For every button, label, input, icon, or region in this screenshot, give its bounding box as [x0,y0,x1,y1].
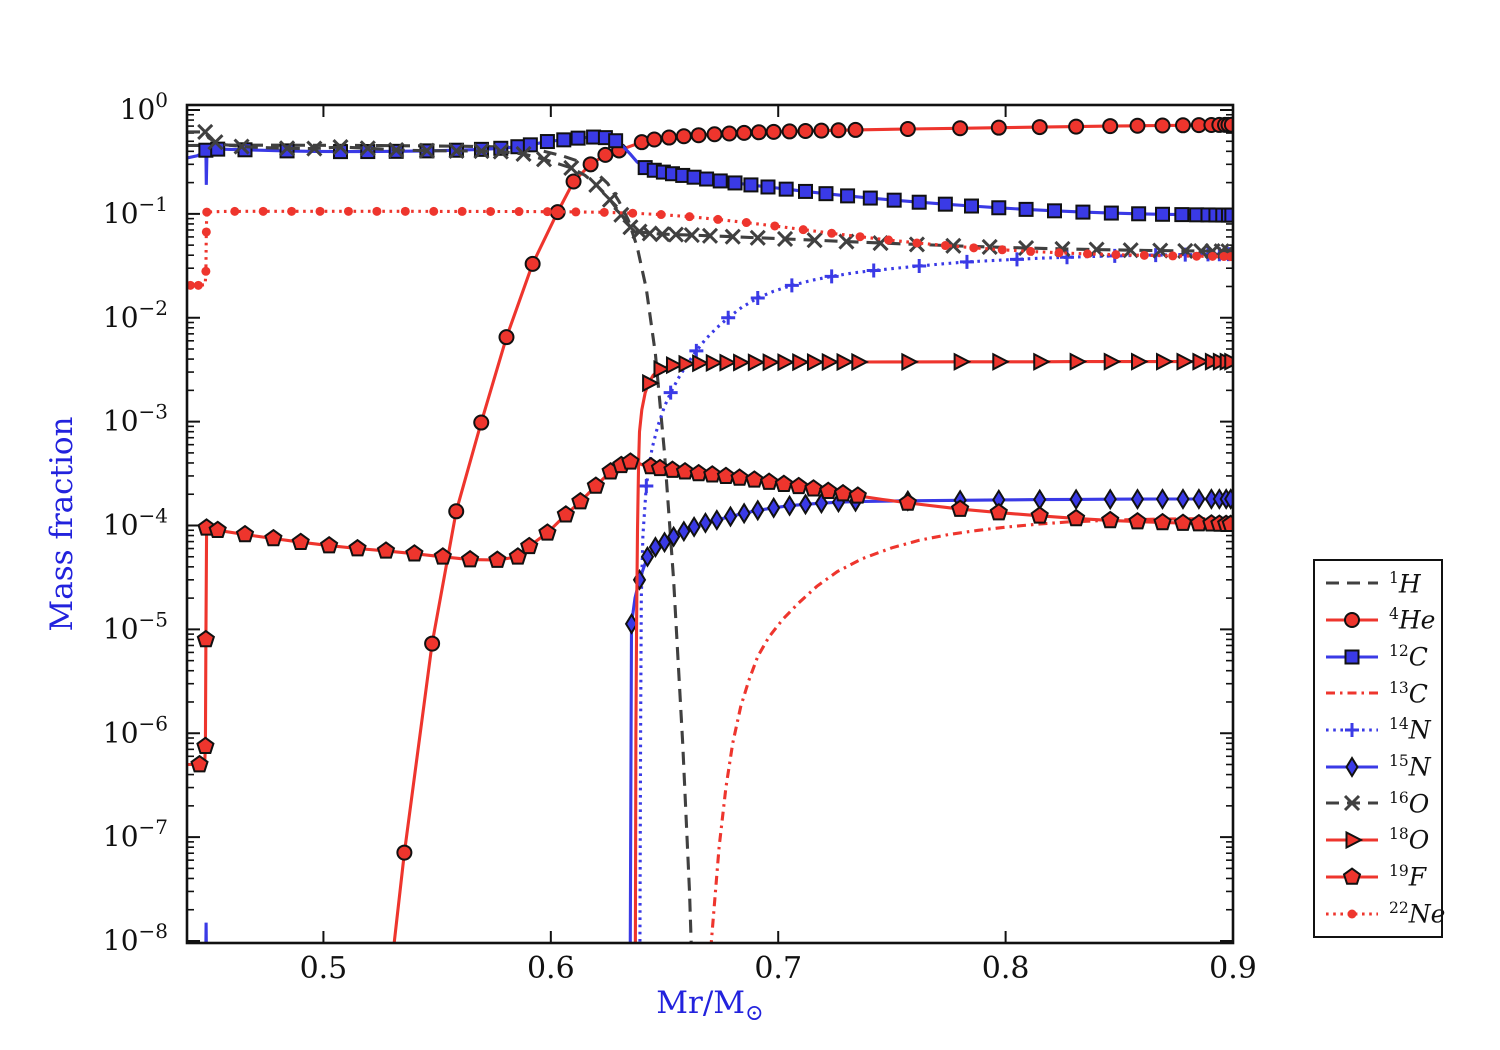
x-tick-label: 0.9 [1209,951,1257,986]
series-16O [187,123,1233,260]
series-22Ne [187,206,1233,290]
y-tick-label: 10−8 [103,919,168,957]
y-tick-label: 10−6 [103,711,168,749]
y-tick-label: 10−1 [103,192,168,230]
legend-item-19F: 19F [1323,860,1441,894]
series-markers-22Ne [187,206,1233,290]
legend-label-15N: 15N [1389,752,1431,782]
series-line-15N [204,497,1233,943]
y-tick-label: 10−5 [103,607,168,645]
legend-swatch-4He [1326,612,1378,629]
series-markers-15N [624,488,1233,635]
legend-swatch-19F [1326,867,1378,885]
x-tick-label: 0.7 [754,951,802,986]
legend-item-15N: 15N [1323,750,1441,784]
legend-swatch-14N [1326,723,1378,738]
legend-label-16O: 16O [1389,788,1430,819]
series-markers-16O [197,123,1233,260]
y-tick-label: 10−7 [103,815,168,853]
series-13C [709,517,1233,943]
legend-item-18O: 18O [1323,823,1441,857]
legend-label-14N: 14N [1389,715,1431,745]
x-axis-label-text: Mr/M [656,985,746,1021]
x-tick-label: 0.6 [527,951,575,986]
legend-item-12C: 12C [1323,640,1441,674]
legend-label-4He: 4He [1389,605,1436,635]
legend-item-13C: 13C [1323,676,1441,710]
series-markers-19F [190,452,1233,773]
plot-border [185,103,1235,945]
series-1H [187,143,693,943]
y-tick-label: 10−2 [103,296,168,334]
legend-item-16O: 16O [1323,786,1441,820]
series-line-1H [187,143,693,943]
legend-item-4He: 4He [1323,603,1441,637]
axis-tick-labels: 0.5 0.6 0.7 0.8 0.9 100 10−1 10−2 10−3 10−4 10−5 10… [103,88,1257,986]
legend-label-1H: 1H [1389,568,1421,598]
y-axis-label-text: Mass fraction [44,416,80,632]
series-markers-4He [396,116,1233,861]
legend-label-18O: 18O [1389,825,1430,855]
legend-label-13C: 13C [1389,678,1428,709]
legend-label-12C: 12C [1389,642,1428,672]
y-tick-label: 10−3 [103,400,168,438]
legend: 1H 4He 12C 13C 14N 15N 16O 18O 19F 22Ne [1313,559,1445,938]
series-18O [633,352,1233,943]
legend-swatch-15N [1326,755,1378,778]
legend-item-1H: 1H [1323,566,1441,600]
series-markers-14N [639,247,1233,494]
series-15N [204,488,1233,943]
x-axis-label-sun-symbol: ⊙ [745,1000,764,1027]
x-tick-label: 0.8 [982,951,1030,986]
legend-item-14N: 14N [1323,713,1441,747]
series-line-13C [709,517,1233,943]
x-tick-label: 0.5 [300,951,348,986]
series-line-18O [633,360,1233,943]
series-markers-18O [642,352,1233,393]
legend-label-22Ne: 22Ne [1389,898,1446,929]
legend-label-19F: 19F [1389,862,1427,892]
legend-swatch-22Ne [1326,909,1378,919]
legend-swatch-18O [1326,831,1378,850]
series-line-14N [638,252,1233,943]
legend-swatch-16O [1326,795,1378,812]
legend-swatch-13C [1326,691,1378,695]
series-4He [392,116,1233,943]
legend-swatch-12C [1326,649,1378,665]
legend-swatch-1H [1326,581,1378,585]
y-tick-label: 10−4 [103,504,168,542]
series-line-4He [392,123,1233,943]
series-19F [187,452,1233,773]
x-axis-label: Mr/M⊙ [656,985,763,1026]
y-tick-label: 100 [120,88,168,126]
y-axis-label: Mass fraction [44,416,80,631]
series-line-22Ne [187,209,1233,287]
legend-item-22Ne: 22Ne [1323,897,1445,931]
